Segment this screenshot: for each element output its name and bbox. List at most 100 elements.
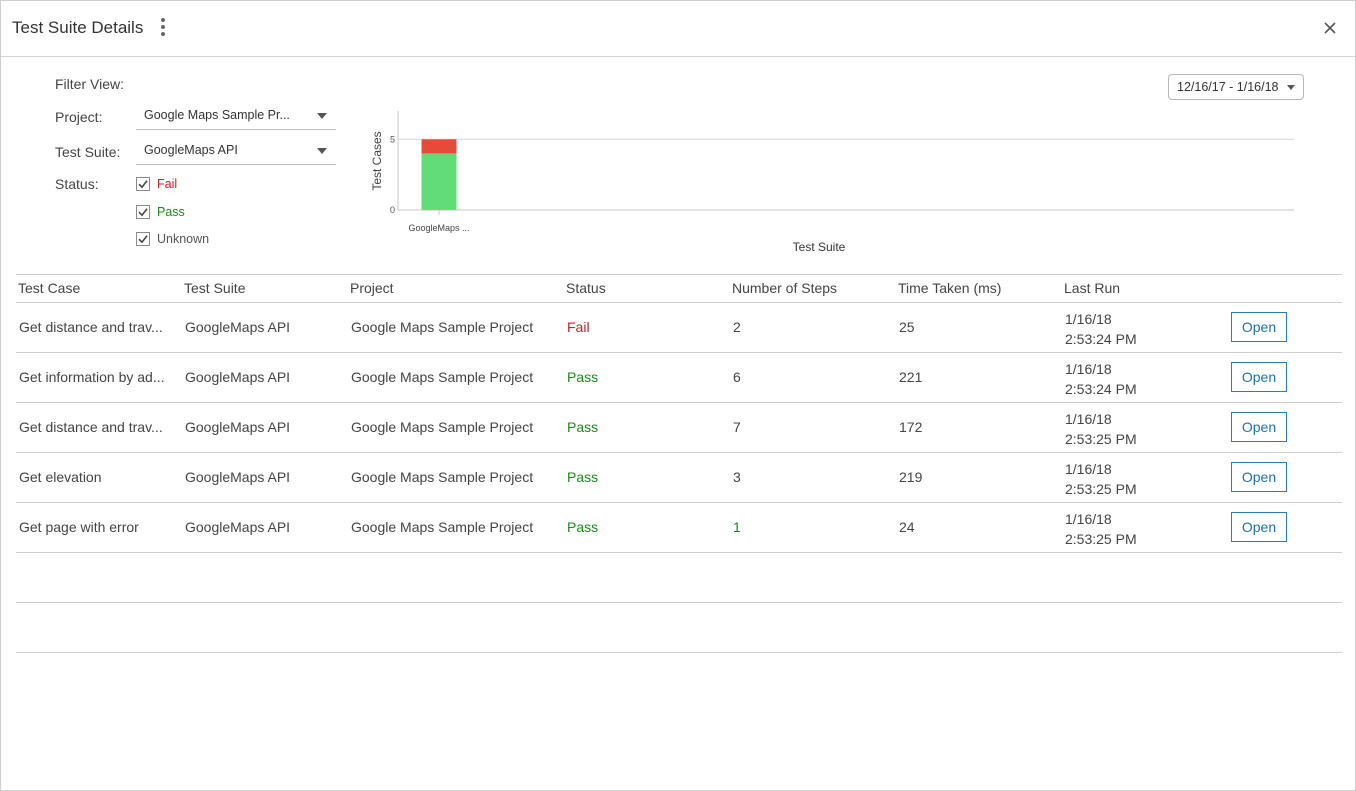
x-axis-label: Test Suite <box>793 240 846 254</box>
cell-last-run: 1/16/18 2:53:24 PM <box>1065 359 1137 399</box>
cell-last-run: 1/16/18 2:53:25 PM <box>1065 459 1137 499</box>
column-header-test-case[interactable]: Test Case <box>18 280 81 296</box>
checkmark-icon <box>136 232 150 246</box>
kebab-menu-icon[interactable] <box>156 18 170 40</box>
cell-time: 221 <box>899 369 923 385</box>
cell-last-run: 1/16/18 2:53:25 PM <box>1065 509 1137 549</box>
last-run-date: 1/16/18 <box>1065 461 1112 477</box>
cell-test-case: Get distance and trav... <box>19 419 163 435</box>
cell-steps: 1 <box>733 519 741 535</box>
cell-suite: GoogleMaps API <box>185 519 291 535</box>
chevron-down-icon <box>317 148 327 154</box>
open-button[interactable]: Open <box>1231 312 1287 342</box>
cell-last-run: 1/16/18 2:53:25 PM <box>1065 409 1137 449</box>
status-label: Status: <box>55 176 99 192</box>
date-range-value: 12/16/17 - 1/16/18 <box>1177 80 1279 94</box>
y-tick-label: 5 <box>390 134 395 144</box>
checkmark-icon <box>136 177 150 191</box>
cell-suite: GoogleMaps API <box>185 419 291 435</box>
cell-status: Pass <box>567 469 599 485</box>
test-cases-chart: 0 5 Test Cases GoogleMaps ... Test Suite <box>370 111 1294 254</box>
empty-table-row <box>16 603 1342 653</box>
last-run-date: 1/16/18 <box>1065 511 1112 527</box>
cell-steps: 6 <box>733 369 741 385</box>
y-tick-label: 0 <box>390 205 395 215</box>
cell-test-case: Get elevation <box>19 469 102 485</box>
cell-project: Google Maps Sample Project <box>351 469 534 485</box>
cell-status: Pass <box>567 369 599 385</box>
y-axis-label: Test Cases <box>370 131 384 190</box>
column-header-last-run[interactable]: Last Run <box>1064 280 1121 296</box>
column-header-time-taken-ms[interactable]: Time Taken (ms) <box>898 280 1002 296</box>
cell-time: 24 <box>899 519 915 535</box>
table-row[interactable]: Get distance and trav... GoogleMaps API Go… <box>16 303 1342 353</box>
test-suite-select-value: GoogleMaps API <box>144 143 238 157</box>
last-run-date: 1/16/18 <box>1065 311 1112 327</box>
status-checkbox-unknown[interactable] <box>136 232 150 246</box>
date-range-select[interactable]: 12/16/17 - 1/16/18 <box>1168 74 1304 100</box>
window-title: Test Suite Details <box>12 18 144 37</box>
last-run-time: 2:53:25 PM <box>1065 481 1137 497</box>
cell-suite: GoogleMaps API <box>185 369 291 385</box>
cell-test-case: Get page with error <box>19 519 139 535</box>
last-run-date: 1/16/18 <box>1065 361 1112 377</box>
cell-steps: 2 <box>733 319 741 335</box>
test-case-table: Test Case Test Suite Project Status Number o… <box>16 274 1342 653</box>
cell-time: 172 <box>899 419 923 435</box>
test-suite-select[interactable]: GoogleMaps API <box>136 138 336 165</box>
cell-steps: 7 <box>733 419 741 435</box>
cell-time: 25 <box>899 319 915 335</box>
project-select-value: Google Maps Sample Pr... <box>144 108 290 122</box>
empty-table-row <box>16 553 1342 603</box>
status-option-label-fail: Fail <box>157 177 178 191</box>
status-option-label-unknown: Unknown <box>157 232 210 246</box>
filter-view-heading: Filter View: <box>55 76 124 92</box>
chevron-down-icon <box>317 113 327 119</box>
cell-time: 219 <box>899 469 923 485</box>
status-option-label-pass: Pass <box>157 205 185 219</box>
open-button[interactable]: Open <box>1231 462 1287 492</box>
cell-project: Google Maps Sample Project <box>351 419 534 435</box>
cell-status: Pass <box>567 419 599 435</box>
chevron-down-icon <box>1287 85 1295 90</box>
test-suite-label: Test Suite: <box>55 144 121 160</box>
cell-test-case: Get information by ad... <box>19 369 165 385</box>
last-run-time: 2:53:24 PM <box>1065 331 1137 347</box>
project-select[interactable]: Google Maps Sample Pr... <box>136 103 336 130</box>
last-run-time: 2:53:25 PM <box>1065 531 1137 547</box>
column-header-number-of-steps[interactable]: Number of Steps <box>732 280 838 296</box>
project-label: Project: <box>55 109 103 125</box>
cell-status: Pass <box>567 519 599 535</box>
cell-suite: GoogleMaps API <box>185 319 291 335</box>
last-run-time: 2:53:24 PM <box>1065 381 1137 397</box>
close-icon[interactable] <box>1319 17 1341 39</box>
cell-status: Fail <box>567 319 590 335</box>
table-header: Test Case Test Suite Project Status Number o… <box>16 274 1342 303</box>
open-button[interactable]: Open <box>1231 412 1287 442</box>
table-row[interactable]: Get elevation GoogleMaps API Google Maps S… <box>16 453 1342 503</box>
bar-segment <box>421 153 457 210</box>
last-run-date: 1/16/18 <box>1065 411 1112 427</box>
column-header-status[interactable]: Status <box>566 280 606 296</box>
table-body: Get distance and trav... GoogleMaps API Go… <box>16 303 1342 653</box>
cell-project: Google Maps Sample Project <box>351 319 534 335</box>
column-header-test-suite[interactable]: Test Suite <box>184 280 246 296</box>
cell-suite: GoogleMaps API <box>185 469 291 485</box>
table-row[interactable]: Get information by ad... GoogleMaps API Go… <box>16 353 1342 403</box>
open-button[interactable]: Open <box>1231 362 1287 392</box>
checkmark-icon <box>136 205 150 219</box>
cell-steps: 3 <box>733 469 741 485</box>
table-row[interactable]: Get page with error GoogleMaps API Google … <box>16 503 1342 553</box>
column-header-project[interactable]: Project <box>350 280 394 296</box>
table-row[interactable]: Get distance and trav... GoogleMaps API Go… <box>16 403 1342 453</box>
bar-segment <box>421 139 457 154</box>
open-button[interactable]: Open <box>1231 512 1287 542</box>
status-checkbox-pass[interactable] <box>136 205 150 219</box>
last-run-time: 2:53:25 PM <box>1065 431 1137 447</box>
x-tick-label: GoogleMaps ... <box>408 223 469 233</box>
window-header: Test Suite Details <box>1 1 1355 57</box>
cell-test-case: Get distance and trav... <box>19 319 163 335</box>
cell-project: Google Maps Sample Project <box>351 369 534 385</box>
status-checkbox-fail[interactable] <box>136 177 150 191</box>
